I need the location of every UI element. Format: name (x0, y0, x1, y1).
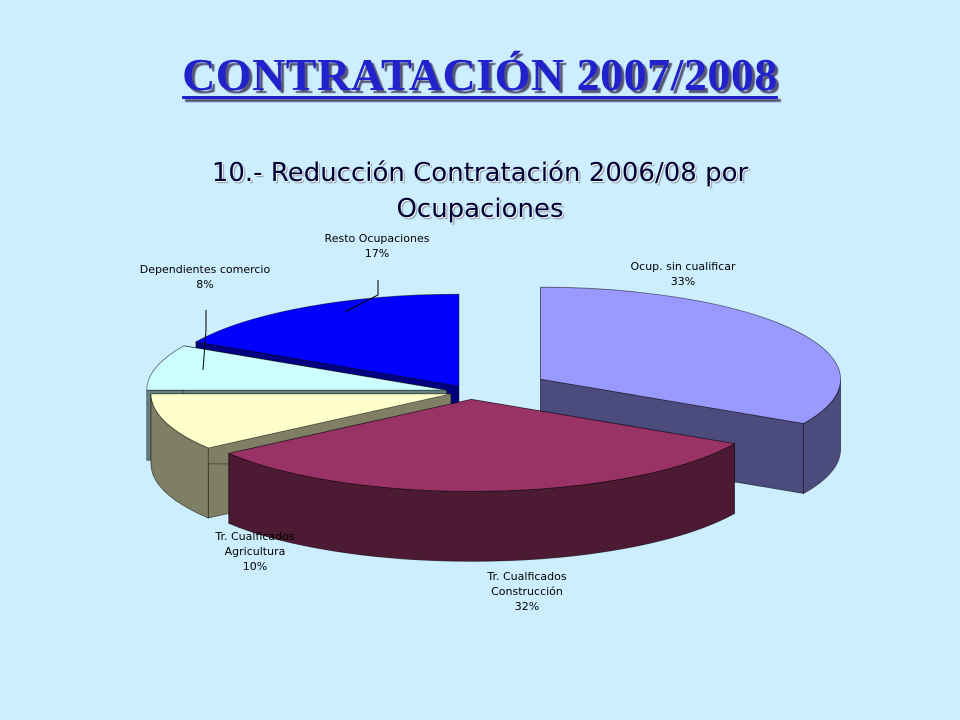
pie-slice-top (227, 398, 736, 492)
slide-title: CONTRATACIÓN 2007/2008 (182, 49, 778, 100)
data-label-value: 10% (243, 560, 267, 573)
data-label-category: Dependientes comercio (140, 263, 271, 276)
leader-line (202, 310, 207, 371)
data-label-category: Tr. Cualficados (486, 570, 566, 583)
data-label-category: Ocup. sin cualificar (630, 260, 735, 273)
data-label-value: 17% (365, 247, 389, 260)
leader-line (344, 280, 379, 313)
pie-slice-top (146, 345, 447, 391)
data-label-category: Tr. Cualficados (214, 530, 294, 543)
data-label-value: 33% (671, 275, 695, 288)
data-label-category: Agricultura (225, 545, 286, 558)
pie-tops (146, 286, 841, 492)
data-label-value: 8% (196, 278, 213, 291)
chart-title-line-1: 10.- Reducción Contratación 2006/08 por (211, 158, 749, 188)
data-label-value: 32% (515, 600, 539, 613)
chart-title-line-2: Ocupaciones (396, 194, 564, 224)
chart-title: 10.- Reducción Contratación 2006/08 por … (140, 155, 820, 227)
data-label-category: Resto Ocupaciones (325, 232, 430, 245)
pie-slice-top (150, 393, 452, 449)
data-label-category: Construcción (491, 585, 563, 598)
pie-slice-top (194, 293, 460, 387)
leader-lines (202, 280, 379, 371)
pie-slice-top (540, 286, 841, 424)
data-labels: Ocup. sin cualificar 33% Tr. Cualficados Co… (140, 232, 736, 613)
